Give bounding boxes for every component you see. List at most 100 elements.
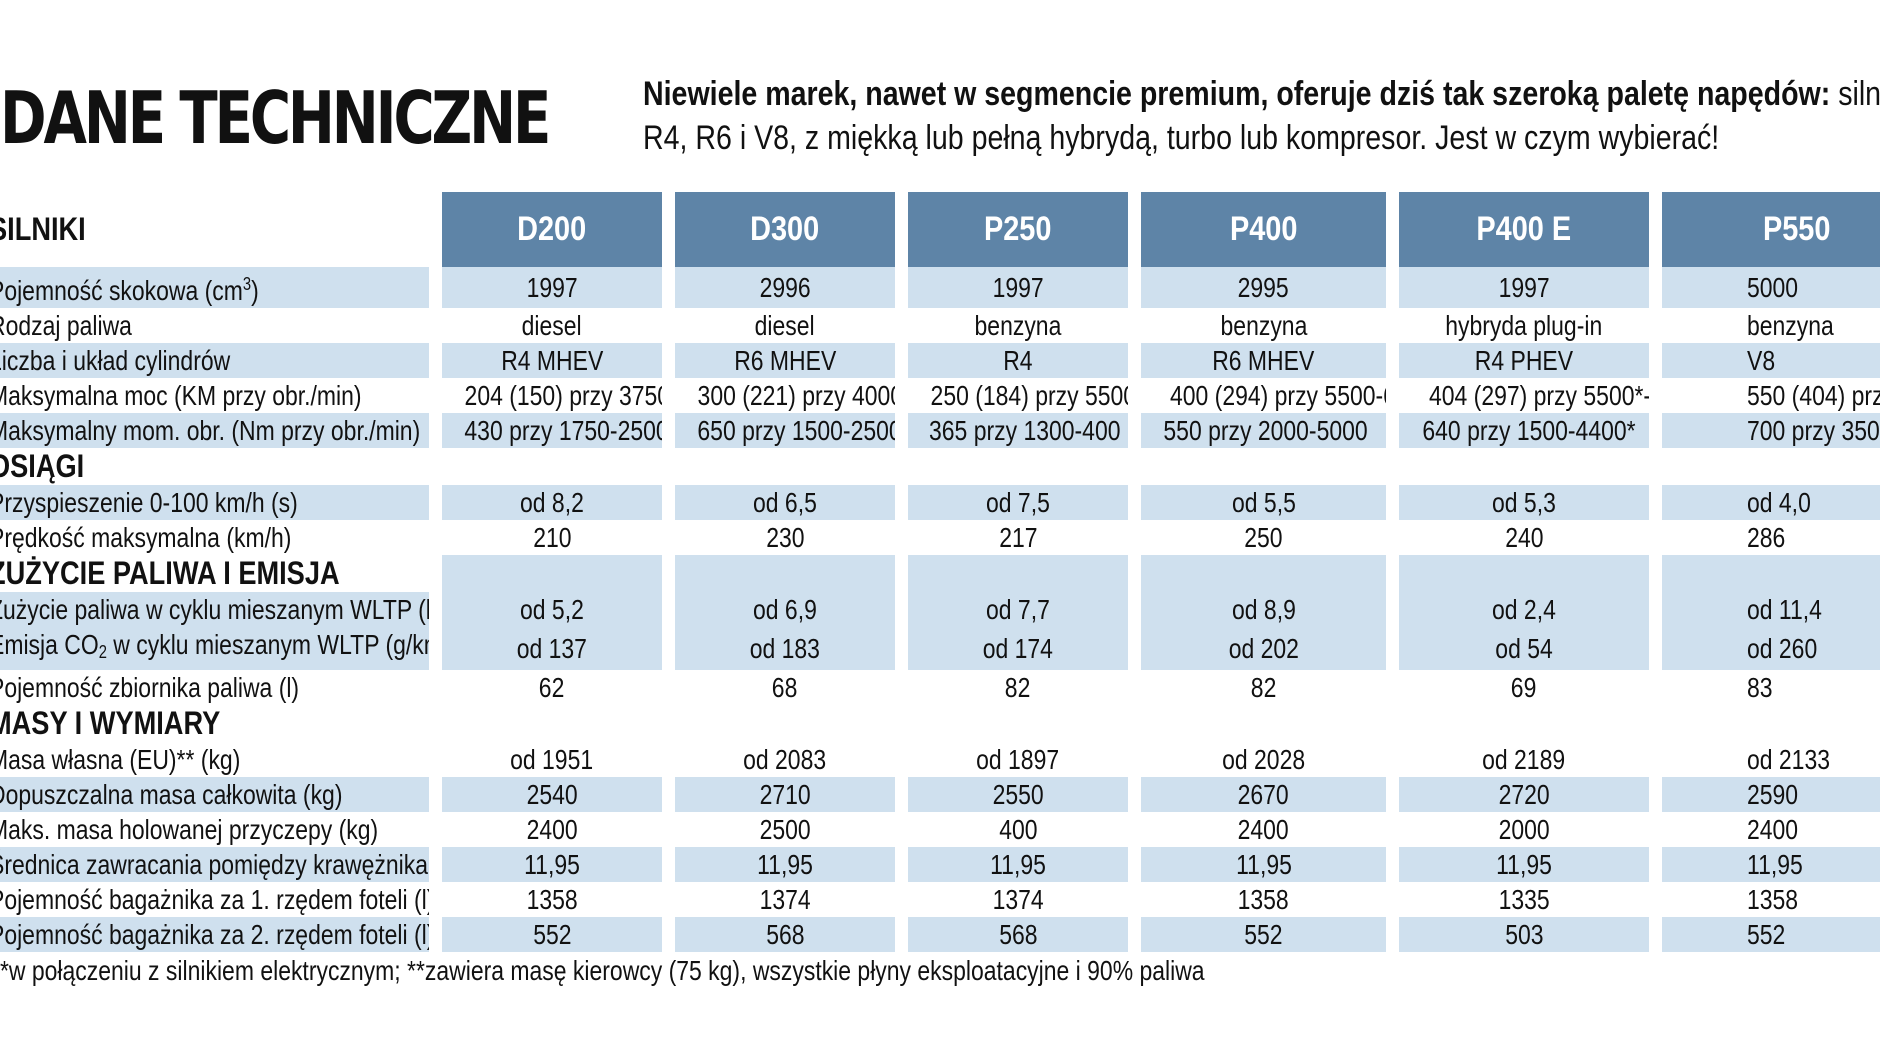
- value-cell: 2590: [1662, 777, 1880, 812]
- value-cell: 430 przy 1750-2500: [442, 413, 662, 448]
- row-label: Liczba i układ cylindrów: [0, 343, 429, 378]
- intro-line2: R4, R6 i V8, z miękką lub pełną hybrydą,…: [643, 119, 1720, 157]
- value-cell: 640 przy 1500-4400*: [1399, 413, 1649, 448]
- value-cell: 2500: [759, 814, 811, 845]
- row-cylinders: Liczba i układ cylindrów R4 MHEV R6 MHEV R…: [0, 343, 1880, 378]
- value-cell: 210: [532, 522, 572, 553]
- value-cell: 83: [1747, 672, 1773, 703]
- value-cell: od 6,9: [675, 592, 895, 627]
- row-label: Przyspieszenie 0-100 km/h (s): [0, 485, 429, 520]
- value-cell: od 5,5: [1141, 485, 1386, 520]
- intro-bold: Niewiele marek, nawet w segmencie premiu…: [643, 75, 1831, 113]
- row-label: Emisja CO2 w cyklu mieszanym WLTP (g/km): [0, 627, 429, 670]
- value-cell: 2670: [1141, 777, 1386, 812]
- value-cell: 240: [1504, 522, 1544, 553]
- row-tank: Pojemność zbiornika paliwa (l) 62 68 82 82 6…: [0, 670, 1880, 705]
- value-cell: 650 przy 1500-2500: [675, 413, 895, 448]
- row-torque: Maksymalny mom. obr. (Nm przy obr./min) …: [0, 413, 1880, 448]
- row-label: Prędkość maksymalna (km/h): [0, 522, 292, 553]
- footnote: *w połączeniu z silnikiem elektrycznym; …: [0, 955, 1205, 986]
- row-co2: Emisja CO2 w cyklu mieszanym WLTP (g/km)…: [0, 627, 1880, 670]
- value-cell: 2400: [1747, 814, 1799, 845]
- value-cell: 550 (404) przy 6250-6500: [1747, 380, 1880, 411]
- value-cell: 1358: [1747, 884, 1799, 915]
- row-label: Średnica zawracania pomiędzy krawężnikam…: [0, 847, 429, 882]
- blank-cell: [675, 555, 895, 592]
- row-label: Maksymalna moc (KM przy obr./min): [0, 380, 362, 411]
- value-cell: V8: [1662, 343, 1880, 378]
- row-label: Pojemność bagażnika za 2. rzędem foteli …: [0, 917, 429, 952]
- section-row-consumption: ZUŻYCIE PALIWA I EMISJA: [0, 555, 1880, 592]
- value-cell: 82: [1250, 672, 1277, 703]
- value-cell: od 7,7: [908, 592, 1128, 627]
- value-cell: R6 MHEV: [1141, 343, 1386, 378]
- row-consumption: Zużycie paliwa w cyklu mieszanym WLTP (l…: [0, 592, 1880, 627]
- value-cell: 11,95: [442, 847, 662, 882]
- row-power: Maksymalna moc (KM przy obr./min) 204 (1…: [0, 378, 1880, 413]
- value-cell: hybryda plug-in: [1445, 310, 1603, 341]
- value-cell: od 2189: [1482, 744, 1566, 775]
- row-label: Rodzaj paliwa: [0, 310, 132, 341]
- value-cell: 204 (150) przy 3750: [464, 380, 662, 411]
- section-engines: SILNIKI: [0, 211, 86, 247]
- intro-text: Niewiele marek, nawet w segmencie premiu…: [643, 72, 1880, 160]
- value-cell: 286: [1747, 522, 1786, 553]
- blank-cell: [908, 555, 1128, 592]
- value-cell: 217: [998, 522, 1038, 553]
- row-label: Pojemność skokowa (cm3): [0, 267, 429, 308]
- value-cell: 1374: [759, 884, 811, 915]
- section-row-performance: OSIĄGI: [0, 448, 1880, 485]
- value-cell: 82: [1005, 672, 1031, 703]
- value-cell: 2400: [526, 814, 578, 845]
- value-cell: 68: [772, 672, 798, 703]
- row-boot1: Pojemność bagażnika za 1. rzędem foteli …: [0, 882, 1880, 917]
- section-consumption: ZUŻYCIE PALIWA I EMISJA: [0, 555, 340, 591]
- value-cell: 62: [539, 672, 565, 703]
- value-cell: od 202: [1141, 627, 1386, 670]
- value-cell: 1335: [1498, 884, 1550, 915]
- value-cell: 2996: [675, 267, 895, 308]
- value-cell: od 1897: [976, 744, 1060, 775]
- value-cell: 552: [1662, 917, 1880, 952]
- value-cell: 11,95: [675, 847, 895, 882]
- model-header: P400: [1141, 192, 1386, 267]
- value-cell: od 8,9: [1141, 592, 1386, 627]
- value-cell: 552: [442, 917, 662, 952]
- value-cell: od 1951: [510, 744, 594, 775]
- row-turning: Średnica zawracania pomiędzy krawężnikam…: [0, 847, 1880, 882]
- value-cell: 230: [765, 522, 805, 553]
- row-label: Maks. masa holowanej przyczepy (kg): [0, 814, 379, 845]
- model-header: D300: [675, 192, 895, 267]
- value-cell: 400: [998, 814, 1038, 845]
- value-cell: 2540: [442, 777, 662, 812]
- value-cell: od 7,5: [908, 485, 1128, 520]
- page-title: DANE TECHNICZNE: [0, 76, 551, 160]
- value-cell: 11,95: [1141, 847, 1386, 882]
- value-cell: 568: [908, 917, 1128, 952]
- row-label: Dopuszczalna masa całkowita (kg): [0, 777, 429, 812]
- value-cell: 2550: [908, 777, 1128, 812]
- value-cell: od 54: [1399, 627, 1649, 670]
- model-header: P550: [1662, 192, 1880, 267]
- value-cell: diesel: [754, 310, 815, 341]
- row-gvw: Dopuszczalna masa całkowita (kg) 2540 271…: [0, 777, 1880, 812]
- blank-cell: [1399, 555, 1649, 592]
- value-cell: 69: [1511, 672, 1537, 703]
- value-cell: 2000: [1498, 814, 1550, 845]
- value-cell: od 260: [1662, 627, 1880, 670]
- model-header: P400 E: [1399, 192, 1649, 267]
- row-fuel: Rodzaj paliwa diesel diesel benzyna benzyna…: [0, 308, 1880, 343]
- value-cell: 11,95: [908, 847, 1128, 882]
- row-boot2: Pojemność bagażnika za 2. rzędem foteli …: [0, 917, 1880, 952]
- value-cell: R4 PHEV: [1399, 343, 1649, 378]
- value-cell: 365 przy 1300-400: [908, 413, 1128, 448]
- value-cell: od 174: [908, 627, 1128, 670]
- value-cell: od 2133: [1747, 744, 1830, 775]
- row-displacement: Pojemność skokowa (cm3) 1997 2996 1997 2995…: [0, 267, 1880, 308]
- model-header: P250: [908, 192, 1128, 267]
- value-cell: 2720: [1399, 777, 1649, 812]
- value-cell: R6 MHEV: [675, 343, 895, 378]
- value-cell: 5000: [1662, 267, 1880, 308]
- value-cell: 1374: [992, 884, 1044, 915]
